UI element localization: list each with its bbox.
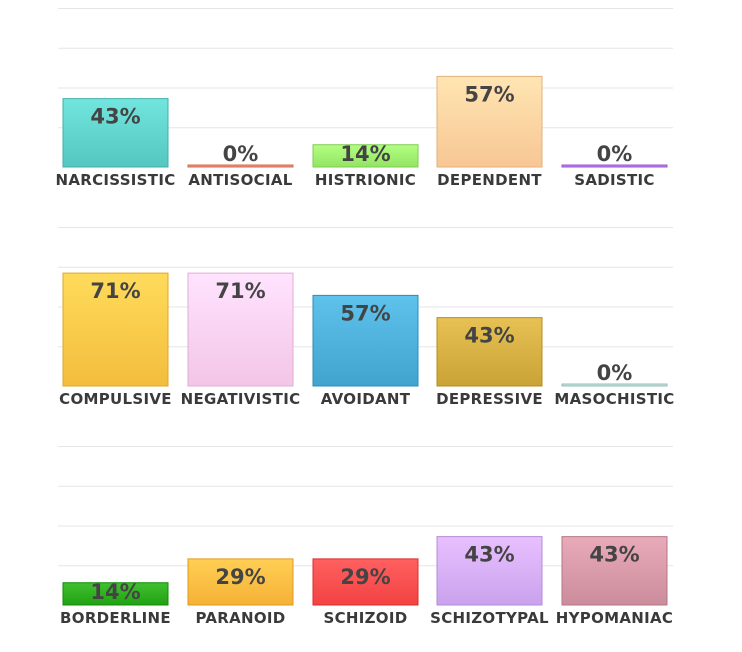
bar-sadistic [561, 164, 668, 168]
category-label: AVOIDANT [321, 390, 411, 408]
value-label: 43% [464, 324, 514, 348]
value-label: 57% [464, 82, 514, 106]
category-label: SADISTIC [574, 171, 654, 189]
bar-histrionic [312, 144, 419, 168]
category-label: BORDERLINE [60, 609, 171, 627]
chart-panel-1: 43% NARCISSISTIC 0% ANTISOCIAL 14% HISTRIONIC… [55, 8, 673, 189]
value-label: 71% [215, 279, 265, 303]
category-label: SCHIZOID [323, 609, 407, 627]
bar-compulsive [62, 272, 169, 387]
category-label: NEGATIVISTIC [181, 390, 301, 408]
bar-borderline [62, 582, 169, 606]
value-label: 14% [90, 580, 140, 604]
value-label: 43% [90, 105, 140, 129]
value-label: 29% [340, 565, 390, 589]
category-label: DEPRESSIVE [436, 390, 543, 408]
bar-depressive [436, 317, 543, 387]
bar-avoidant [312, 294, 419, 387]
category-label: HYPOMANIAC [556, 609, 673, 627]
value-label: 0% [223, 142, 259, 166]
category-label: MASOCHISTIC [554, 390, 674, 408]
bar-hypomaniac [561, 536, 668, 606]
value-label: 0% [597, 361, 633, 385]
value-label: 43% [464, 543, 514, 567]
value-label: 14% [340, 142, 390, 166]
bar-narcissistic [62, 98, 169, 168]
bar-dependent [436, 75, 543, 168]
category-label: DEPENDENT [437, 171, 542, 189]
bar-schizoid [312, 558, 419, 606]
value-label: 0% [597, 142, 633, 166]
value-label: 71% [90, 279, 140, 303]
category-label: PARANOID [195, 609, 285, 627]
chart-panel-3: 14% BORDERLINE 29% PARANOID 29% SCHIZOID 43% SC… [58, 446, 673, 627]
bar-masochistic [561, 383, 668, 387]
value-label: 57% [340, 301, 390, 325]
bar-negativistic [187, 272, 294, 387]
category-label: ANTISOCIAL [188, 171, 292, 189]
value-label: 43% [589, 543, 639, 567]
bar-schizotypal [436, 536, 543, 606]
category-label: SCHIZOTYPAL [430, 609, 549, 627]
category-label: NARCISSISTIC [55, 171, 175, 189]
category-label: COMPULSIVE [59, 390, 172, 408]
bar-antisocial [187, 164, 294, 168]
chart-panel-2: 71% COMPULSIVE 71% NEGATIVISTIC 57% AVOIDANT 4… [58, 227, 674, 408]
category-label: HISTRIONIC [315, 171, 416, 189]
value-label: 29% [215, 565, 265, 589]
bar-paranoid [187, 558, 294, 606]
